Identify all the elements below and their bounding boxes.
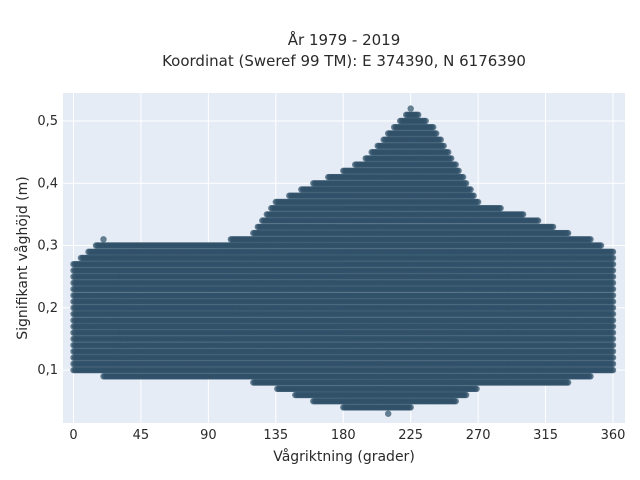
data-point — [100, 236, 107, 243]
data-points — [70, 105, 617, 417]
chart-title: År 1979 - 2019 — [288, 30, 401, 49]
chart-subtitle: Koordinat (Sweref 99 TM): E 374390, N 61… — [162, 52, 526, 70]
